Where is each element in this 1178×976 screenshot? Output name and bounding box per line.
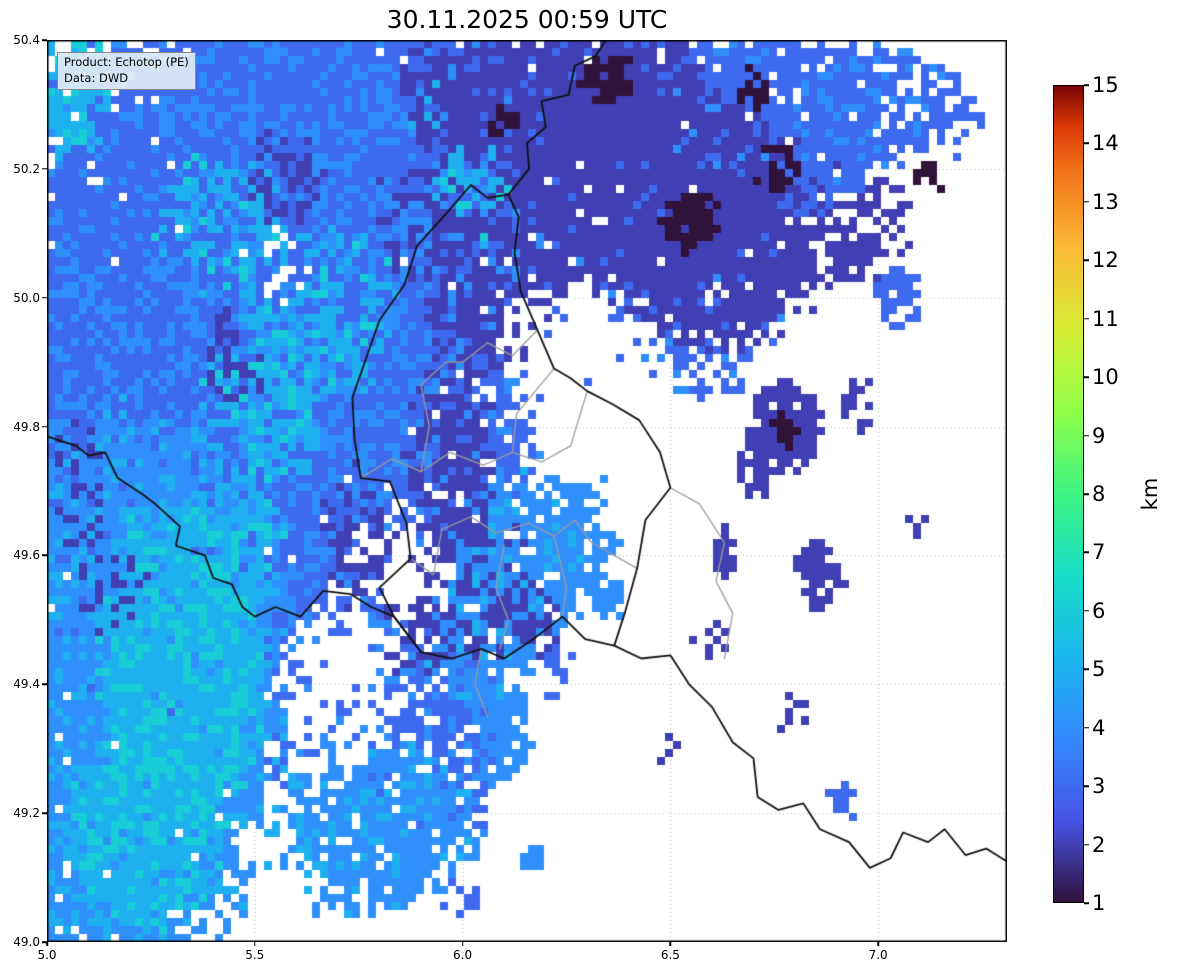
x-axis-tick-mark <box>461 941 464 946</box>
colorbar-tick-mark <box>1084 259 1089 262</box>
legend-source-line: Data: DWD <box>64 70 129 85</box>
colorbar-tick-mark <box>1084 843 1089 846</box>
colorbar-tick-mark <box>1084 84 1089 86</box>
colorbar-tick-label: 10 <box>1092 365 1119 390</box>
y-axis-tick-mark <box>42 168 47 170</box>
colorbar-tick-label: 11 <box>1092 306 1119 331</box>
colorbar-tick-mark <box>1084 785 1089 787</box>
x-axis-tick-label: 5.5 <box>245 948 265 962</box>
x-axis-tick-label: 6.0 <box>453 948 473 962</box>
y-axis-tick-label: 49.6 <box>13 548 40 563</box>
y-axis-tick-mark <box>42 296 47 299</box>
y-axis-tick-mark <box>42 683 47 686</box>
y-axis-tick-label: 50.4 <box>13 33 40 47</box>
colorbar-tick-mark <box>1084 142 1089 145</box>
colorbar-tick-label: 9 <box>1092 423 1106 448</box>
y-axis-tick-mark <box>42 39 47 41</box>
colorbar-tick-label: 1 <box>1092 891 1106 915</box>
y-axis-tick-label: 49.0 <box>13 935 40 949</box>
colorbar-tick-label: 4 <box>1092 715 1106 740</box>
x-axis-tick-label: 5.0 <box>37 948 57 962</box>
x-axis-tick-mark <box>46 941 48 946</box>
y-axis-tick-label: 49.8 <box>13 419 40 434</box>
colorbar-tick-label: 6 <box>1092 598 1106 623</box>
colorbar-tick-label: 8 <box>1092 482 1106 506</box>
colorbar-tick-label: 7 <box>1092 540 1106 565</box>
colorbar-tick-mark <box>1084 434 1089 437</box>
colorbar-tick-mark <box>1084 201 1089 203</box>
colorbar-tick-label: 5 <box>1092 657 1106 682</box>
y-axis-tick-label: 50.0 <box>13 290 40 305</box>
colorbar-tick-label: 2 <box>1092 832 1106 857</box>
radar-map-canvas <box>47 40 1007 942</box>
x-axis-tick-mark <box>254 941 256 946</box>
y-axis-tick-mark <box>42 812 47 814</box>
colorbar-tick-mark <box>1084 493 1089 495</box>
colorbar-tick-mark <box>1084 551 1089 554</box>
colorbar <box>1053 85 1084 903</box>
colorbar-tick-mark <box>1084 726 1089 729</box>
colorbar-tick-mark <box>1084 610 1089 612</box>
x-axis-tick-mark <box>877 941 879 946</box>
colorbar-tick-label: 12 <box>1092 248 1119 273</box>
y-axis-tick-label: 49.2 <box>13 806 40 821</box>
colorbar-tick-label: 15 <box>1092 73 1119 97</box>
colorbar-tick-label: 14 <box>1092 131 1119 156</box>
y-axis-tick-label: 49.4 <box>13 677 40 692</box>
legend-box: Product: Echotop (PE) Data: DWD <box>57 52 196 91</box>
x-axis-tick-label: 6.5 <box>660 948 680 962</box>
x-axis-tick-mark <box>669 941 672 946</box>
colorbar-tick-mark <box>1084 376 1089 378</box>
colorbar-tick-label: 3 <box>1092 774 1106 799</box>
y-axis-tick-mark <box>42 425 47 428</box>
colorbar-gradient <box>1054 86 1083 902</box>
y-axis-tick-mark <box>42 941 47 943</box>
colorbar-tick-label: 13 <box>1092 189 1119 214</box>
y-axis-tick-label: 50.2 <box>13 161 40 176</box>
plot-title: 30.11.2025 00:59 UTC <box>386 5 668 34</box>
colorbar-tick-mark <box>1084 902 1089 904</box>
x-axis-tick-label: 7.0 <box>868 948 888 962</box>
colorbar-tick-mark <box>1084 668 1089 671</box>
legend-product-line: Product: Echotop (PE) <box>64 55 189 69</box>
y-axis-tick-mark <box>42 554 47 557</box>
colorbar-unit-label: km <box>1138 477 1162 511</box>
colorbar-tick-mark <box>1084 317 1089 320</box>
plot-area: Product: Echotop (PE) Data: DWD <box>47 40 1007 942</box>
